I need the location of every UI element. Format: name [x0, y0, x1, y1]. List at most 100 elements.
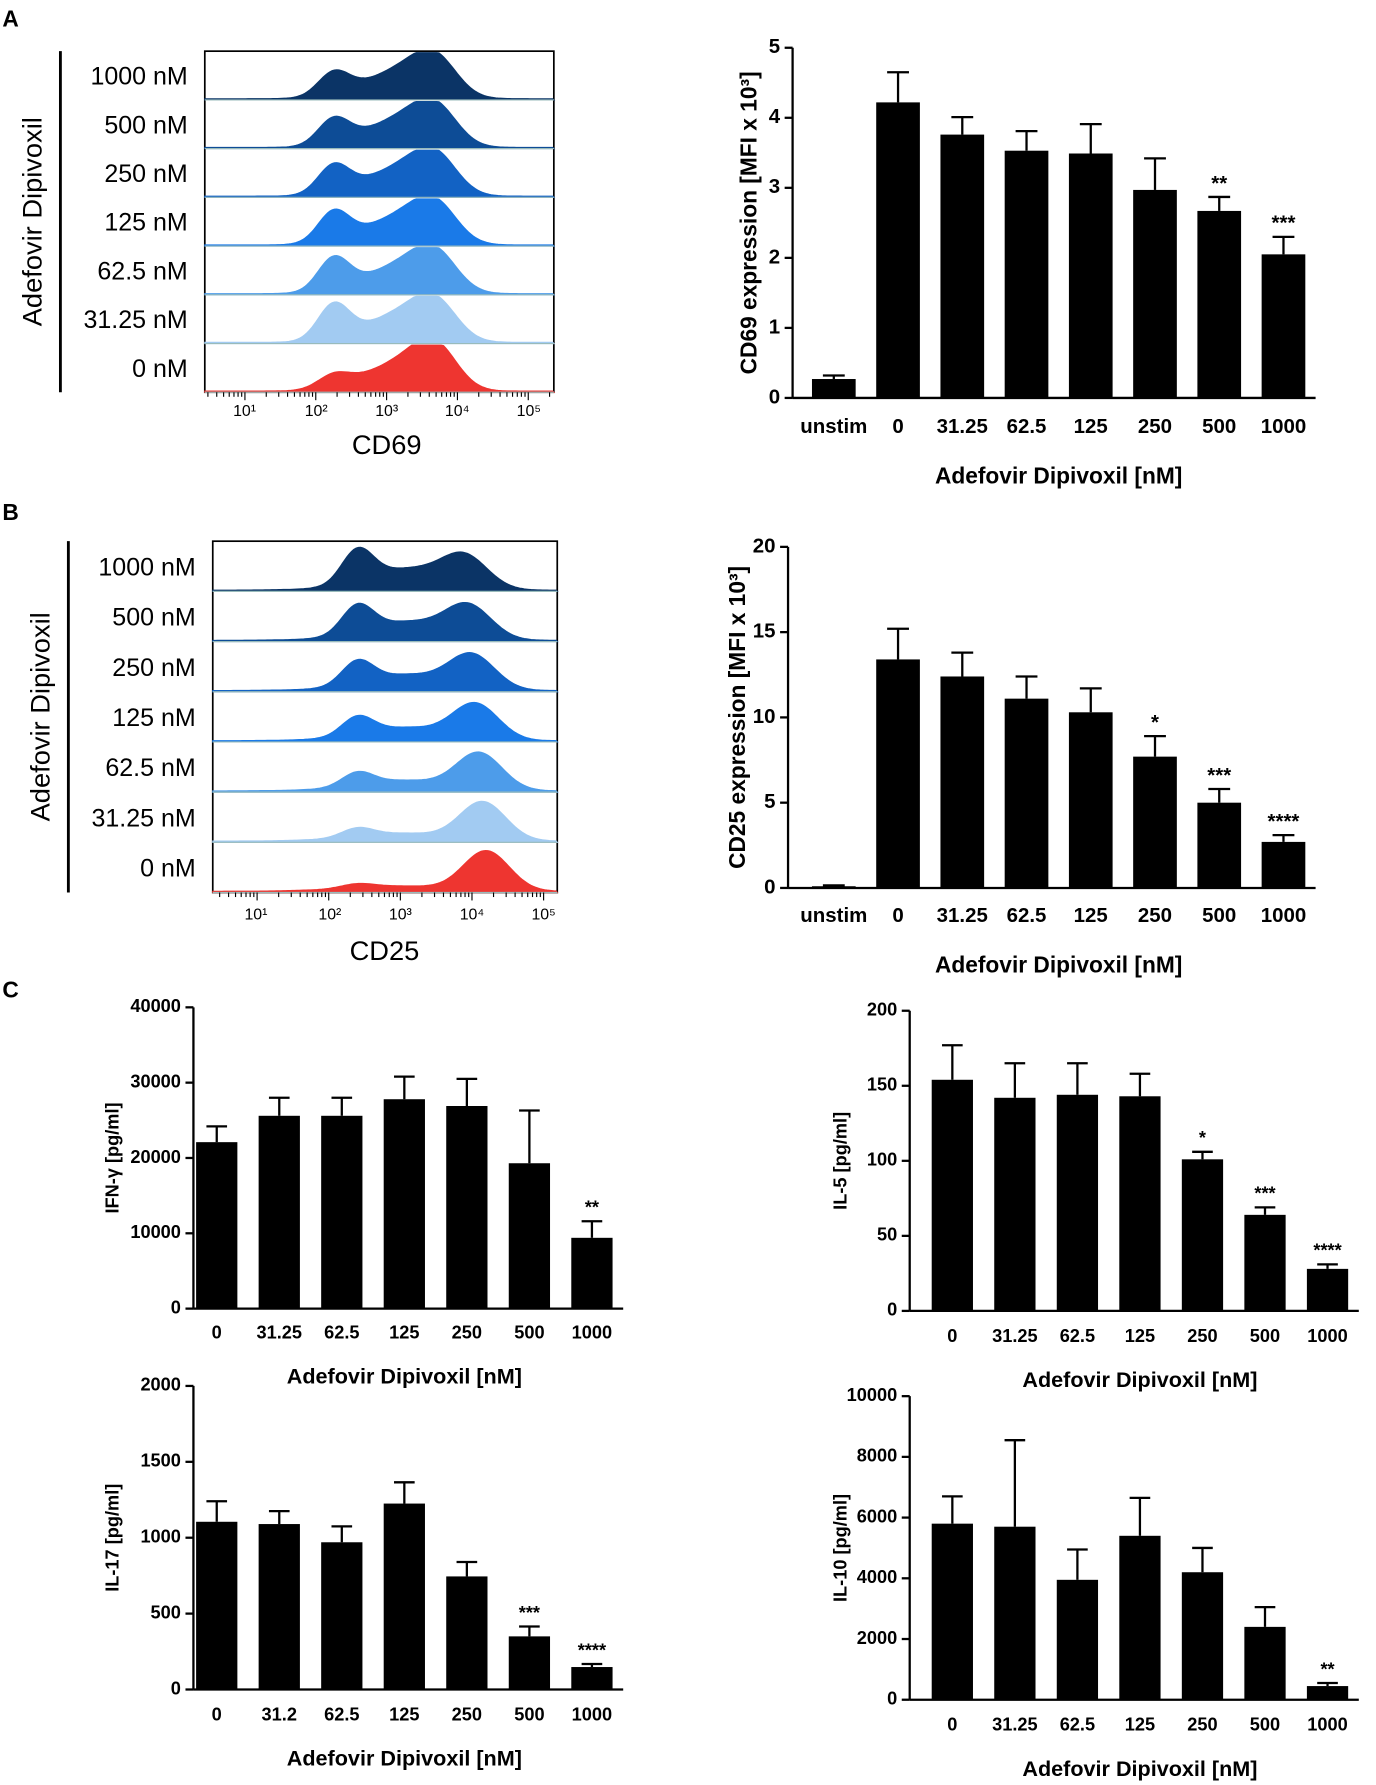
- significance: ***: [1207, 764, 1231, 787]
- x-tick-label: 250: [452, 1322, 482, 1342]
- x-tick-label: 500: [1250, 1715, 1280, 1735]
- bar: [1133, 756, 1177, 888]
- bar: [1181, 1572, 1224, 1700]
- bar: [1306, 1686, 1349, 1700]
- y-tick-label: 4: [769, 105, 781, 128]
- y-tick-label: 1: [769, 315, 780, 338]
- bar: [811, 379, 856, 398]
- significance: ***: [519, 1603, 541, 1623]
- bar: [1056, 1579, 1099, 1700]
- y-tick-label: 20: [753, 534, 776, 557]
- row-label: 31.25 nM: [91, 804, 195, 832]
- y-tick-label: 6000: [857, 1506, 897, 1526]
- row-label: 31.25 nM: [83, 306, 187, 334]
- panel-letter: B: [2, 499, 18, 525]
- panel-letter: C: [2, 976, 18, 1002]
- x-tick-label: 10¹: [244, 906, 267, 923]
- x-axis-label: CD69: [352, 429, 422, 460]
- y-tick-label: 2000: [140, 1375, 180, 1395]
- x-tick-label: 62.5: [1007, 904, 1047, 927]
- x-axis-label: Adefovir Dipivoxil [nM]: [935, 951, 1182, 977]
- y-tick-label: 100: [867, 1150, 897, 1170]
- x-axis-label: Adefovir Dipivoxil [nM]: [1022, 1756, 1257, 1781]
- x-tick-label: 0: [212, 1704, 222, 1724]
- significance: ***: [1254, 1184, 1276, 1204]
- bar: [196, 1142, 238, 1309]
- row-label: 250 nM: [104, 160, 187, 188]
- bar: [931, 1523, 973, 1700]
- bar: [1261, 254, 1306, 398]
- x-tick-label: 31.25: [937, 415, 988, 438]
- panel-letter: A: [2, 5, 18, 31]
- y-axis-label: CD25 expression [MFI x 10³]: [724, 566, 750, 869]
- histogram: [204, 198, 556, 247]
- y-tick-label: 2000: [857, 1628, 897, 1648]
- bar: [508, 1163, 551, 1309]
- bar: [446, 1576, 488, 1690]
- significance: *: [1199, 1128, 1207, 1148]
- significance: ****: [1268, 810, 1300, 833]
- y-tick-label: 3: [769, 175, 780, 198]
- bar: [258, 1115, 300, 1309]
- x-tick-label: 250: [1138, 904, 1172, 927]
- x-tick-label: 250: [1187, 1715, 1217, 1735]
- bar: [446, 1106, 488, 1309]
- row-label: 125 nM: [104, 209, 187, 237]
- histogram: [212, 602, 559, 643]
- x-tick-label: 0: [892, 904, 903, 927]
- y-tick-label: 5: [769, 35, 780, 58]
- x-tick-label: unstim: [800, 415, 867, 438]
- row-label: 62.5 nM: [97, 257, 187, 285]
- y-tick-label: 10: [753, 705, 776, 728]
- histogram: [204, 247, 556, 296]
- histogram: [212, 546, 559, 592]
- x-tick-label: 500: [514, 1322, 544, 1342]
- significance: ***: [1272, 212, 1296, 235]
- x-tick-label: 31.25: [992, 1715, 1038, 1735]
- x-axis-label: Adefovir Dipivoxil [nM]: [935, 463, 1182, 489]
- bar: [1244, 1626, 1286, 1700]
- histogram: [212, 701, 559, 743]
- y-tick-label: 20000: [130, 1147, 181, 1167]
- x-tick-label: 250: [1187, 1326, 1217, 1346]
- y-tick-label: 4000: [857, 1567, 897, 1587]
- significance: **: [1211, 172, 1227, 195]
- bar: [1004, 698, 1049, 888]
- x-tick-label: 125: [1074, 904, 1108, 927]
- x-tick-label: 1000: [1261, 904, 1307, 927]
- bar: [321, 1542, 363, 1690]
- y-tick-label: 10000: [130, 1222, 181, 1242]
- x-axis-label: CD25: [350, 935, 420, 966]
- y-tick-label: 2: [769, 245, 780, 268]
- y-tick-label: 0: [887, 1689, 897, 1709]
- x-tick-label: 31.25: [937, 904, 988, 927]
- row-label: 62.5 nM: [105, 754, 195, 782]
- x-tick-label: 125: [1125, 1326, 1155, 1346]
- x-tick-label: 10⁵: [517, 403, 541, 420]
- y-tick-label: 8000: [857, 1446, 897, 1466]
- x-axis-label: Adefovir Dipivoxil [nM]: [287, 1364, 522, 1389]
- bar: [1197, 802, 1242, 888]
- bar: [1068, 712, 1113, 888]
- x-tick-label: 10³: [375, 403, 398, 420]
- x-tick-label: 125: [1074, 415, 1108, 438]
- y-tick-label: 0: [171, 1678, 181, 1698]
- bar: [321, 1115, 363, 1309]
- significance: ****: [578, 1640, 607, 1660]
- x-tick-label: 0: [947, 1326, 957, 1346]
- row-label: 125 nM: [112, 704, 195, 732]
- y-tick-label: 0: [769, 385, 780, 408]
- bar: [1119, 1096, 1161, 1311]
- y-axis-label: CD69 expression [MFI x 10³]: [736, 71, 762, 374]
- y-tick-label: 500: [151, 1602, 181, 1622]
- y-tick-label: 150: [867, 1075, 897, 1095]
- group-label: Adefovir Dipivoxil: [24, 612, 55, 821]
- row-label: 500 nM: [104, 111, 187, 139]
- bar: [508, 1636, 551, 1690]
- x-tick-label: 31.25: [257, 1322, 303, 1342]
- y-tick-label: 0: [171, 1297, 181, 1317]
- x-tick-label: 10¹: [233, 403, 256, 420]
- histogram: [212, 652, 559, 693]
- x-tick-label: 0: [947, 1715, 957, 1735]
